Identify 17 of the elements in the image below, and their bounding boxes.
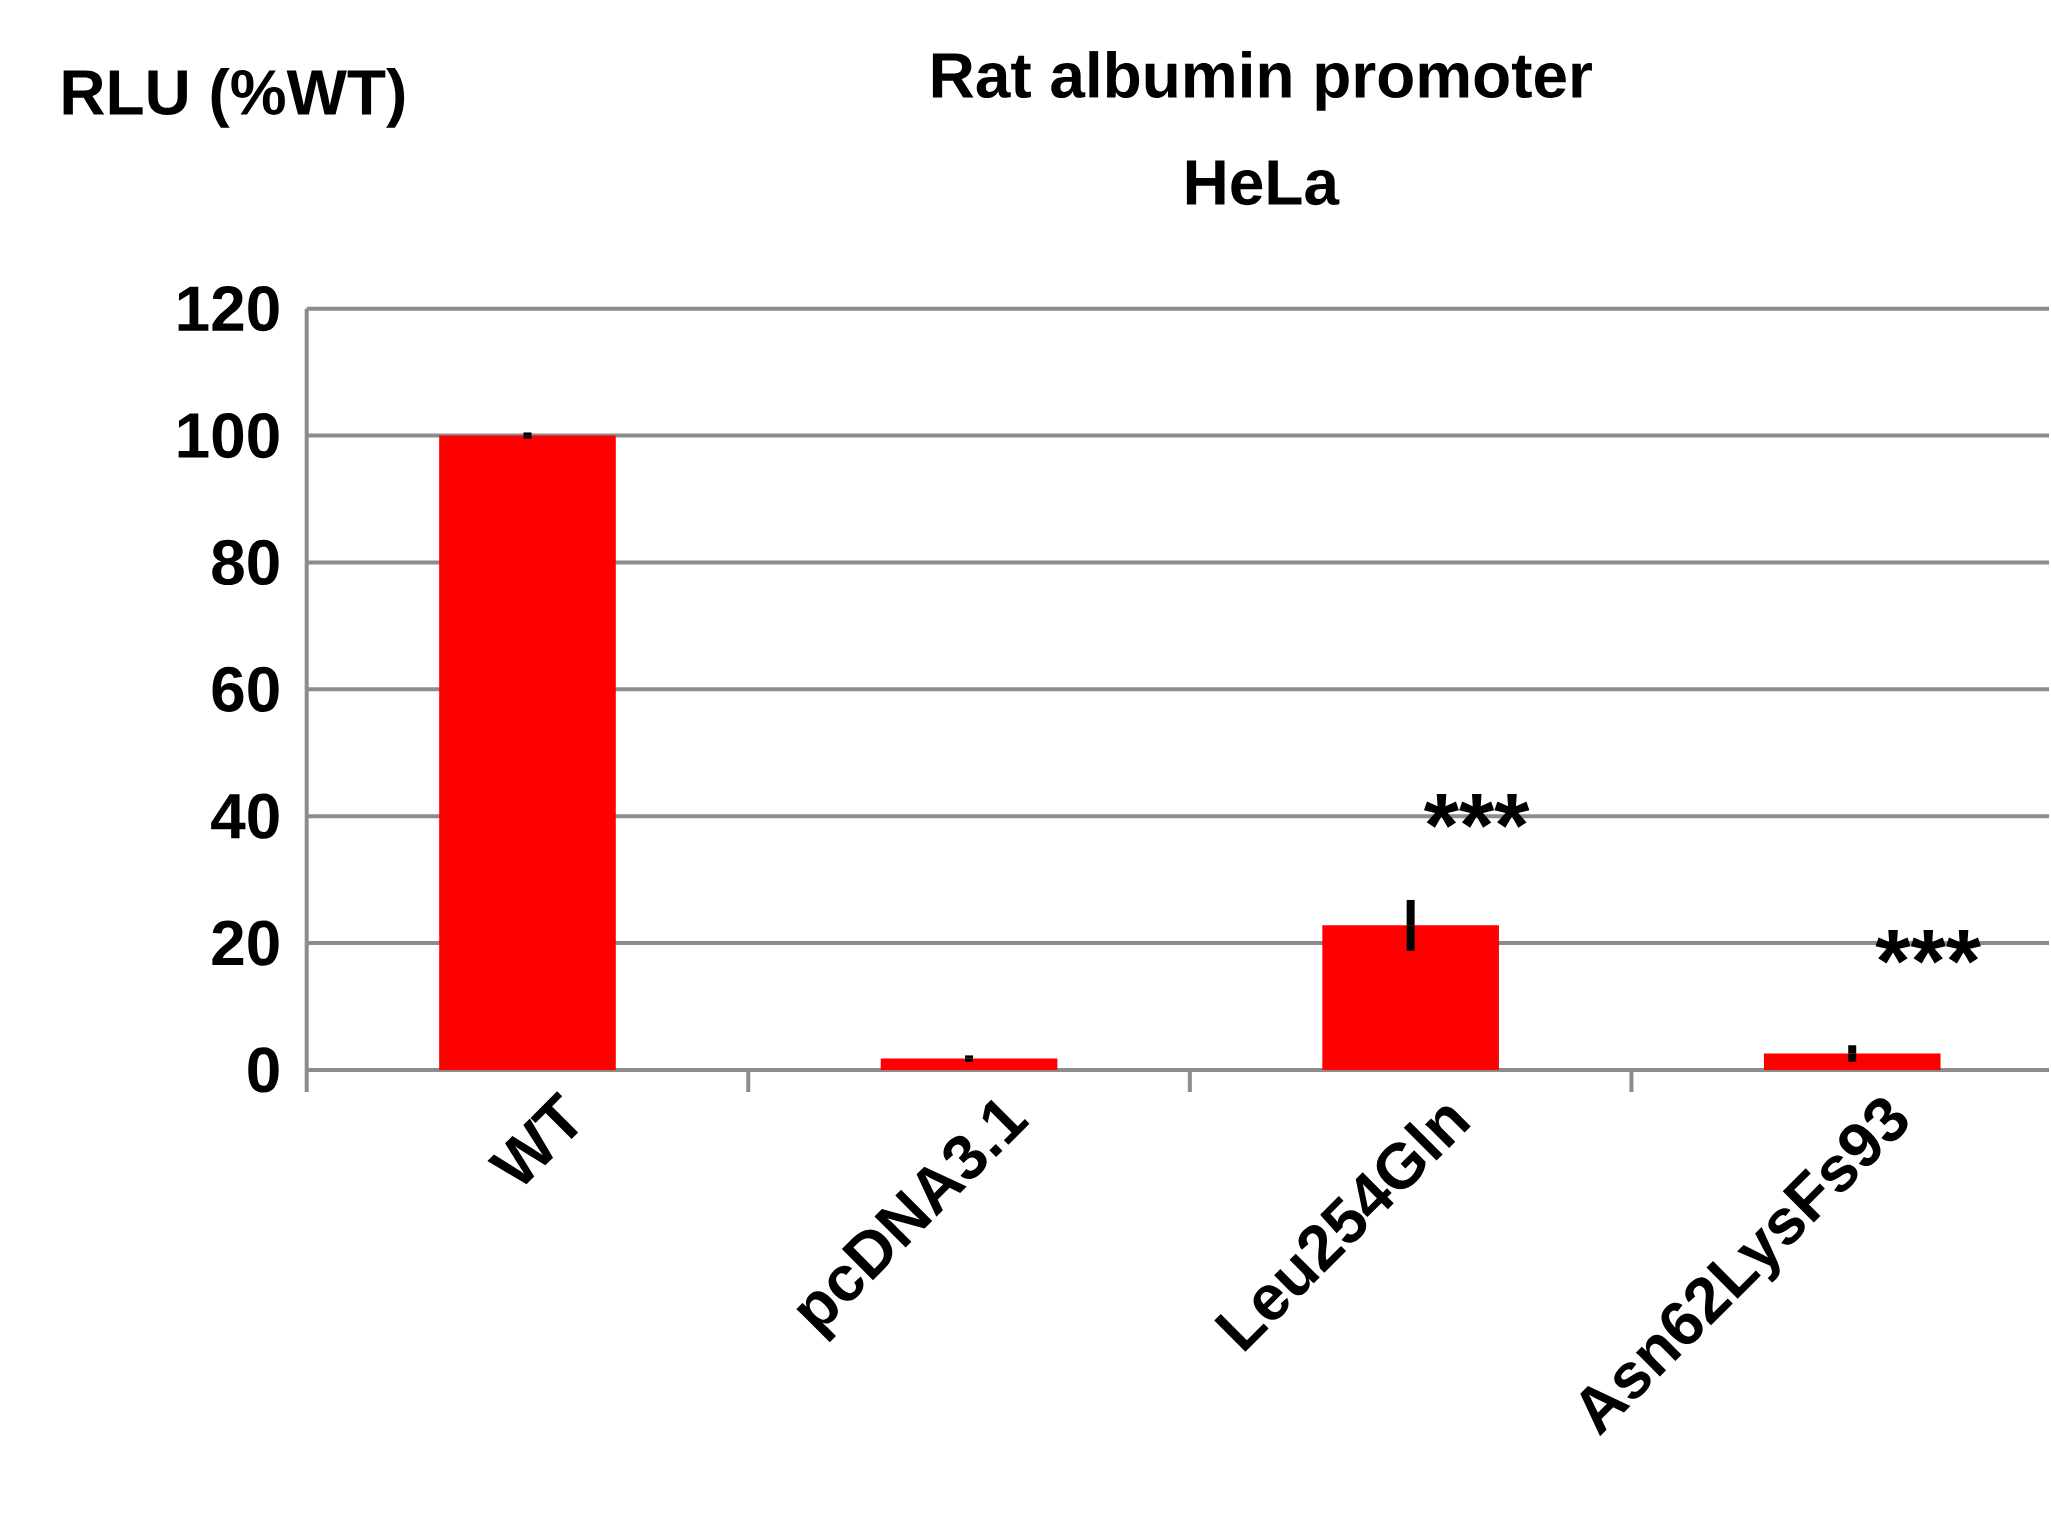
y-tick-label: 40: [211, 793, 279, 840]
x-tick-label: WT: [487, 1091, 579, 1185]
y-tick-label: 60: [212, 666, 279, 713]
bar: [1322, 925, 1499, 1071]
y-tick-label: 80: [212, 540, 279, 586]
y-tick-label: 120: [178, 286, 279, 332]
bar: [880, 1058, 1058, 1071]
y-tick-label: 0: [248, 1047, 279, 1093]
annotation: ***: [1875, 930, 1981, 964]
chart-subtitle: HeLa: [1186, 160, 1340, 206]
y-axis-title: RLU (%WT): [63, 68, 405, 128]
bar: [439, 435, 616, 1071]
bar: [1763, 1053, 1941, 1071]
chart-title: Rat albumin promoter: [932, 51, 1592, 111]
y-tick-label: 100: [178, 413, 279, 459]
y-tick-label: 20: [212, 920, 279, 966]
annotation: ***: [1423, 794, 1530, 828]
